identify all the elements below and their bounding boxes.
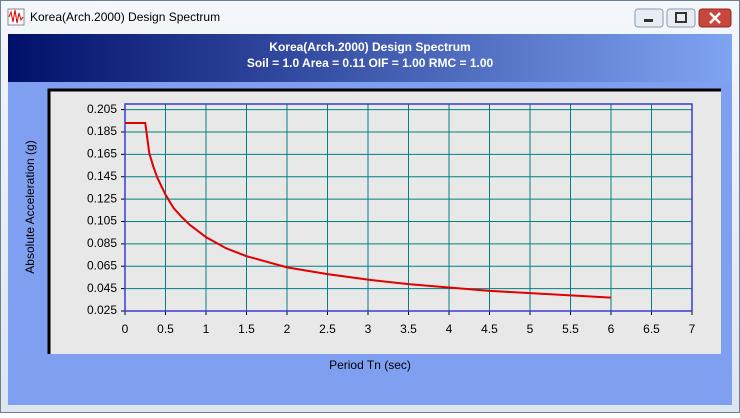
- y-axis-label: Absolute Acceleration (g): [23, 140, 37, 273]
- app-icon-graph: [8, 9, 24, 24]
- header-band: [8, 34, 732, 82]
- panel-border: [47, 88, 721, 354]
- close-icon: [709, 12, 721, 24]
- x-tick-label: 2.5: [319, 322, 336, 336]
- x-tick-label: 3.5: [400, 322, 417, 336]
- chart-subtitle: Soil = 1.0 Area = 0.11 OIF = 1.00 RMC = …: [247, 56, 494, 70]
- plot-border: [124, 103, 693, 312]
- y-tick-label: 0.025: [87, 303, 117, 317]
- x-tick-label: 5: [527, 322, 534, 336]
- x-tick-label: 7: [689, 322, 696, 336]
- spectrum-line: [125, 122, 612, 299]
- y-tick-label: 0.085: [87, 236, 117, 250]
- y-tick-label: 0.105: [87, 214, 117, 228]
- y-tick-label: 0.185: [87, 124, 117, 138]
- y-tick-label: 0.045: [87, 281, 117, 295]
- x-tick-label: 4: [446, 322, 453, 336]
- y-tick-label: 0.205: [87, 102, 117, 116]
- maximize-icon: [675, 12, 687, 23]
- y-tick-label: 0.145: [87, 169, 117, 183]
- y-tick-label: 0.065: [87, 258, 117, 272]
- maximize-button[interactable]: [666, 8, 696, 28]
- window-title: Korea(Arch.2000) Design Spectrum: [30, 10, 220, 24]
- minimize-icon: [644, 19, 653, 22]
- x-tick-label: 4.5: [481, 322, 498, 336]
- x-tick-label: 0: [122, 322, 129, 336]
- x-axis-label: Period Tn (sec): [329, 358, 411, 372]
- x-tick-label: 5.5: [562, 322, 579, 336]
- y-tick-label: 0.125: [87, 191, 117, 205]
- minimize-button[interactable]: [634, 8, 664, 28]
- x-tick-label: 6.5: [643, 322, 660, 336]
- x-tick-label: 1: [203, 322, 210, 336]
- x-tick-label: 6: [608, 322, 615, 336]
- x-tick-label: 3: [365, 322, 372, 336]
- x-tick-label: 2: [284, 322, 291, 336]
- y-tick-label: 0.165: [87, 147, 117, 161]
- x-tick-label: 0.5: [157, 322, 174, 336]
- chart-title: Korea(Arch.2000) Design Spectrum: [269, 40, 470, 54]
- x-tick-label: 1.5: [238, 322, 255, 336]
